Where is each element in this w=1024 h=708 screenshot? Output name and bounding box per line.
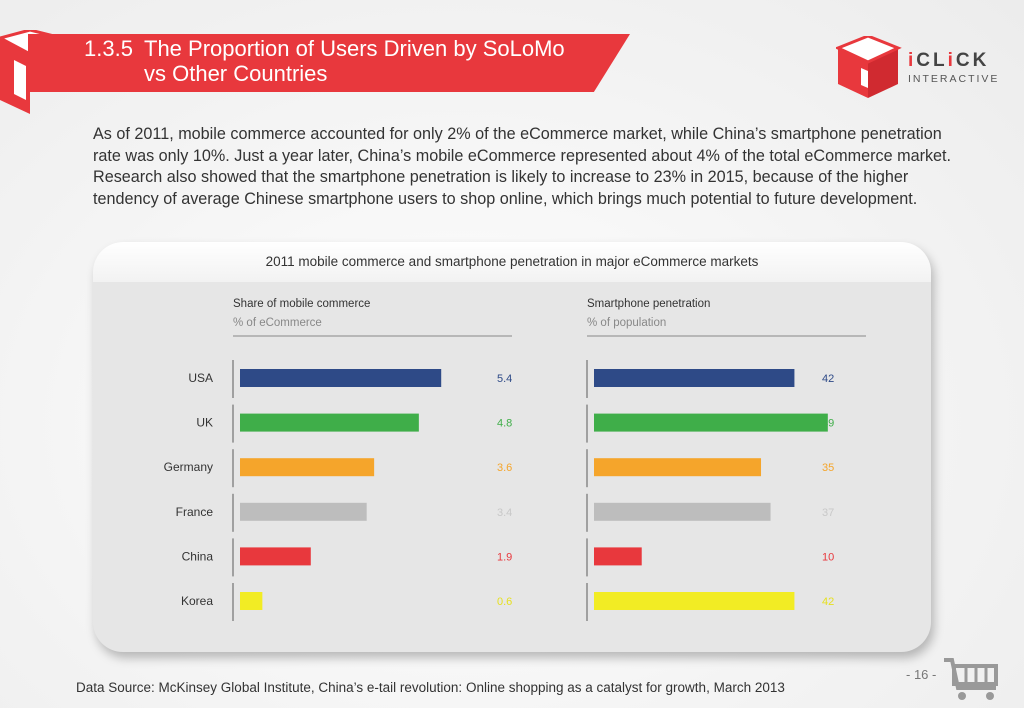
data-label-1-0: 42	[822, 373, 834, 385]
bar-1-3	[594, 502, 771, 521]
series-title-1: Smartphone penetration	[587, 298, 710, 310]
data-label-0-0: 5.4	[497, 373, 512, 385]
series-subtitle-0: % of eCommerce	[233, 317, 322, 329]
bar-1-5	[594, 592, 795, 610]
data-label-1-4: 10	[822, 551, 834, 563]
section-number: 1.3.5	[84, 36, 133, 61]
brand-logo: iCLiCK INTERACTIVE	[834, 34, 1016, 100]
category-label-4: China	[182, 549, 214, 563]
title-line-2: vs Other Countries	[144, 61, 328, 86]
data-label-0-5: 0.6	[497, 596, 512, 608]
intro-paragraph: As of 2011, mobile commerce accounted fo…	[93, 125, 952, 208]
data-label-0-2: 3.6	[497, 462, 512, 474]
chart-title: 2011 mobile commerce and smartphone pene…	[265, 254, 759, 269]
data-label-0-3: 3.4	[497, 507, 512, 519]
category-label-0: USA	[188, 371, 213, 385]
page-number: - 16 -	[906, 667, 937, 682]
data-label-0-1: 4.8	[497, 418, 512, 430]
bar-0-5	[240, 592, 263, 610]
category-label-2: Germany	[164, 460, 213, 474]
category-label-3: France	[176, 505, 214, 519]
category-label-1: UK	[196, 416, 213, 430]
header-banner	[28, 34, 630, 92]
brand-subtitle: INTERACTIVE	[908, 73, 1000, 85]
bar-1-4	[594, 547, 642, 566]
bar-0-4	[240, 547, 311, 566]
data-label-1-3: 37	[822, 507, 834, 519]
bar-0-3	[240, 502, 367, 521]
shopping-cart-icon	[944, 658, 998, 700]
bar-0-2	[240, 458, 375, 477]
bar-1-2	[594, 458, 762, 477]
title-line-1: The Proportion of Users Driven by SoLoMo	[144, 36, 565, 61]
series-subtitle-1: % of population	[587, 317, 666, 329]
bar-0-1	[240, 413, 419, 432]
chart-panel-header	[93, 242, 931, 282]
brand-cube-icon	[834, 34, 902, 98]
bar-1-0	[594, 369, 795, 387]
series-title-0: Share of mobile commerce	[233, 298, 370, 310]
brand-name: iCLiCK	[908, 50, 990, 71]
page-title: 1.3.5 The Proportion of Users Driven by S…	[84, 36, 624, 86]
data-label-0-4: 1.9	[497, 551, 512, 563]
bar-1-1	[594, 413, 828, 432]
data-label-1-2: 35	[822, 462, 834, 474]
data-source: Data Source: McKinsey Global Institute, …	[76, 680, 785, 695]
bar-0-0	[240, 369, 442, 387]
category-label-5: Korea	[181, 594, 213, 608]
data-label-1-5: 42	[822, 596, 834, 608]
data-label-1-1: 49	[822, 418, 834, 430]
